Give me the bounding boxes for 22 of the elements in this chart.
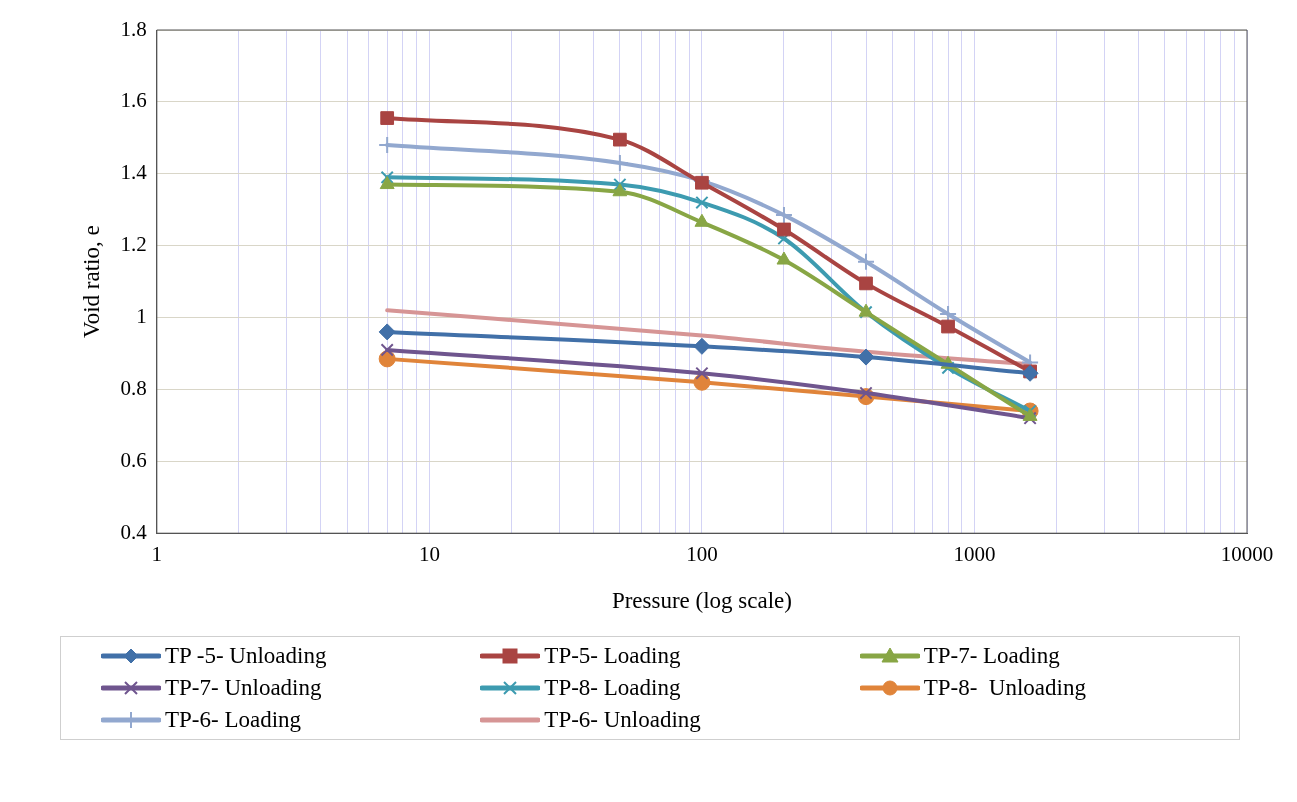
y-tick-label: 0.8 xyxy=(120,375,147,400)
x-tick-label: 1000 xyxy=(953,542,996,567)
y-tick-label: 1.8 xyxy=(120,16,147,41)
y-tick-label: 0.6 xyxy=(120,447,147,472)
legend-label: TP-7- Loading xyxy=(923,643,1060,669)
y-tick-label: 1 xyxy=(136,304,147,329)
x-tick-label: 100 xyxy=(686,542,718,567)
y-tick-label: 1.4 xyxy=(120,160,148,185)
legend-label: TP-8- Unloading xyxy=(923,675,1086,701)
legend-label: TP-6- Loading xyxy=(165,707,302,733)
x-tick-label: 10000 xyxy=(1220,542,1274,567)
legend-label: TP -5- Unloading xyxy=(165,643,327,669)
y-tick-label: 0.4 xyxy=(120,519,148,544)
x-axis-title: Pressure (log scale) xyxy=(611,588,792,614)
legend-label: TP-6- Unloading xyxy=(544,707,701,733)
legend-label: TP-8- Loading xyxy=(544,675,681,701)
x-tick-label: 10 xyxy=(418,542,440,567)
y-axis-title: Void ratio, e xyxy=(78,225,104,338)
y-tick-label: 1.2 xyxy=(120,232,147,257)
y-tick-label: 1.6 xyxy=(120,88,147,113)
legend-label: TP-5- Loading xyxy=(544,643,681,669)
legend-label: TP-7- Unloading xyxy=(165,675,322,701)
